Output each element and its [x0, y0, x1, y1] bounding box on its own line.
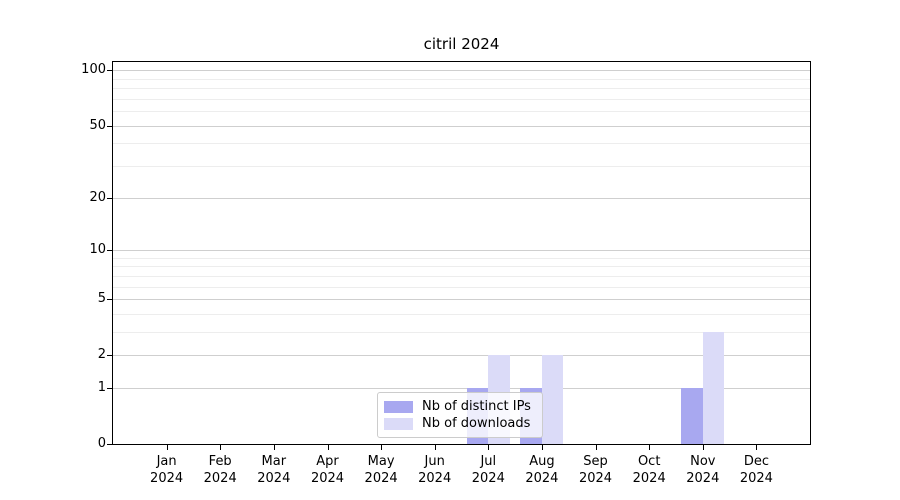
gridline-major [113, 355, 810, 357]
bar-nb-of-downloads [702, 331, 725, 444]
gridline-minor [113, 275, 810, 277]
x-axis-tick-mark [381, 445, 383, 450]
x-axis-tick-mark [756, 445, 758, 450]
x-tick-month: Mar [261, 454, 287, 469]
legend: Nb of distinct IPs Nb of downloads [377, 392, 543, 438]
legend-swatch [384, 417, 413, 430]
x-axis-tick-label: Aug 2024 [510, 453, 574, 487]
x-axis-tick-mark [220, 445, 222, 450]
x-axis-tick-label: Feb 2024 [188, 453, 252, 487]
x-tick-year: 2024 [310, 471, 345, 486]
legend-label: Nb of distinct IPs [422, 399, 531, 414]
chart-title: citril 2024 [423, 35, 500, 53]
gridline-major [113, 197, 810, 199]
x-tick-year: 2024 [471, 471, 505, 486]
gridline-major [113, 298, 810, 300]
x-axis-tick-mark [541, 445, 543, 450]
y-axis-tick-label: 0 [97, 436, 106, 451]
x-tick-month: Feb [208, 454, 232, 469]
x-tick-month: Apr [316, 454, 339, 469]
y-axis-tick-mark [107, 197, 112, 199]
x-tick-month: Oct [637, 454, 661, 469]
x-axis-tick-mark [273, 445, 275, 450]
x-axis-tick-label: Oct 2024 [617, 453, 681, 487]
x-tick-month: May [367, 454, 395, 469]
x-axis-tick-mark [488, 445, 490, 450]
legend-entry: Nb of downloads [384, 415, 535, 432]
y-axis-tick-mark [107, 70, 112, 72]
legend-swatch [384, 400, 413, 413]
x-tick-year: 2024 [203, 471, 237, 486]
x-tick-month: Jun [424, 454, 445, 469]
x-tick-year: 2024 [578, 471, 613, 486]
y-axis-tick-label: 50 [89, 117, 106, 133]
x-axis-tick-mark [702, 445, 704, 450]
x-tick-year: 2024 [418, 471, 452, 486]
y-axis-tick-mark [107, 387, 112, 389]
gridline-major [113, 387, 810, 389]
x-tick-month: Dec [743, 454, 769, 469]
x-tick-year: 2024 [632, 471, 666, 486]
x-axis-tick-mark [595, 445, 597, 450]
x-tick-year: 2024 [364, 471, 398, 486]
x-axis-tick-label: Jun 2024 [403, 453, 467, 487]
gridline-minor [113, 98, 810, 100]
x-axis-tick-label: Mar 2024 [242, 453, 306, 487]
x-tick-year: 2024 [686, 471, 720, 486]
legend-label: Nb of downloads [422, 416, 531, 431]
y-axis-tick-mark [107, 355, 112, 357]
x-tick-month: Sep [583, 454, 608, 469]
x-tick-month: Nov [690, 454, 716, 469]
x-tick-month: Jul [480, 454, 497, 469]
x-tick-month: Aug [529, 454, 555, 469]
x-axis-tick-label: Nov 2024 [671, 453, 735, 487]
x-tick-year: 2024 [739, 471, 773, 486]
gridline-minor [113, 266, 810, 268]
x-tick-year: 2024 [525, 471, 559, 486]
bar-nb-of-distinct-ips [681, 387, 703, 444]
gridline-minor [113, 78, 810, 80]
gridline-minor [113, 257, 810, 259]
y-axis-tick-label: 20 [89, 189, 106, 205]
x-axis-tick-label: Jan 2024 [135, 453, 199, 487]
x-tick-month: Jan [156, 454, 177, 469]
y-axis-tick-mark [107, 298, 112, 300]
y-axis-tick-label: 10 [89, 241, 106, 257]
x-axis-tick-label: Jul 2024 [456, 453, 520, 487]
y-axis-tick-label: 5 [97, 290, 106, 306]
x-axis-tick-mark [434, 445, 436, 450]
gridline-minor [113, 88, 810, 90]
gridline-minor [113, 286, 810, 288]
gridline-minor [113, 111, 810, 113]
x-axis-tick-mark [327, 445, 329, 450]
y-axis-tick-label: 2 [97, 347, 106, 363]
gridline-minor [113, 143, 810, 145]
x-axis-tick-label: Sep 2024 [564, 453, 628, 487]
gridline-major [113, 249, 810, 251]
gridline-minor [113, 331, 810, 333]
gridline-minor [113, 313, 810, 315]
y-axis-tick-label: 1 [97, 379, 106, 395]
y-axis-tick-mark [107, 249, 112, 251]
x-axis-tick-label: May 2024 [349, 453, 413, 487]
x-tick-year: 2024 [257, 471, 291, 486]
x-axis-tick-label: Apr 2024 [296, 453, 360, 487]
plot-area [112, 61, 811, 445]
y-axis-tick-label: 100 [81, 62, 106, 78]
gridline-major [113, 70, 810, 72]
gridline-major [113, 125, 810, 127]
x-tick-year: 2024 [150, 471, 184, 486]
legend-entry: Nb of distinct IPs [384, 398, 535, 415]
y-axis-tick-mark [107, 125, 112, 127]
x-axis-tick-label: Dec 2024 [724, 453, 788, 487]
gridline-minor [113, 166, 810, 167]
x-axis-tick-mark [649, 445, 651, 450]
x-axis-tick-mark [166, 445, 168, 450]
y-axis-tick-mark [107, 444, 112, 445]
bar-nb-of-downloads [541, 355, 564, 444]
